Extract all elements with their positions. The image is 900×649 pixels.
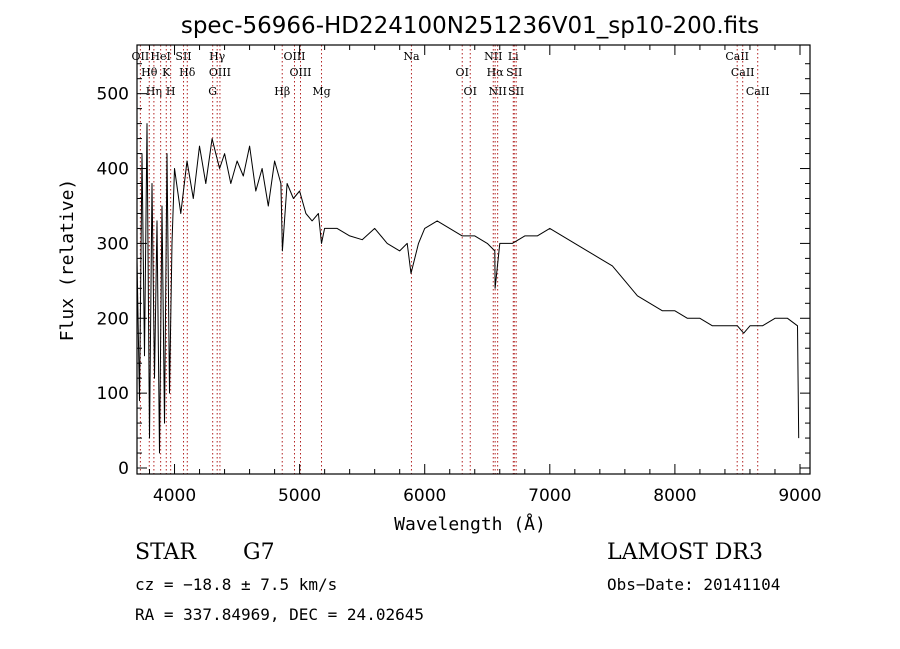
marker-label: Li [508,50,519,63]
marker-label: OIII [209,66,231,79]
x-tick-label: 8000 [653,486,696,506]
marker-label: Hβ [274,85,290,98]
y-tick-label: 400 [97,160,129,180]
marker-label: OI [464,85,477,98]
marker-label: Hθ [141,66,158,79]
x-tick-label: 7000 [528,486,571,506]
plot-frame [136,44,811,475]
x-tick-label: 9000 [778,486,821,506]
marker-label: OII [132,50,150,63]
marker-label: Hη [146,85,162,98]
marker-label: CaII [731,66,755,79]
marker-label: SII [175,50,191,63]
x-tick-label: 6000 [403,486,446,506]
marker-label: OIII [283,50,305,63]
marker-label: K [162,66,171,79]
marker-label: SII [508,85,524,98]
marker-label: SII [506,66,522,79]
marker-label: Mg [312,85,330,98]
y-tick-label: 500 [97,85,129,105]
redshift-text: cz = −18.8 ± 7.5 km/s [135,575,337,594]
marker-label: Hα [487,66,505,79]
axes: 4000 5000 6000 7000 8000 9000 0 100 200 300 400 500 [97,45,822,506]
object-subclass: G7 [243,540,275,565]
y-tick-label: 200 [97,309,129,329]
object-class: STAR [135,540,197,565]
x-axis-label: Wavelength (Å) [394,513,546,535]
y-tick-label: 300 [97,234,129,254]
y-axis-label: Flux (relative) [57,179,78,342]
y-tick-label: 0 [118,459,129,479]
survey-name: LAMOST DR3 [607,540,763,565]
marker-label: HeI [150,50,170,63]
x-tick-label: 4000 [153,486,196,506]
series-layer [136,123,800,454]
spectral-line-markers: OIIHθHηHeIKHSIIHδGHγOIIIHβOIIIOIIIMgNaOI… [132,45,770,474]
series-line-spectrum [136,123,800,454]
marker-label: Hγ [209,50,226,63]
marker-label: OI [456,66,469,79]
obs-date-text: Obs−Date: 20141104 [607,575,780,594]
marker-label: Hδ [179,66,196,79]
marker-label: CaII [746,85,770,98]
marker-label: Na [403,50,420,63]
marker-label: OIII [289,66,311,79]
x-tick-label: 5000 [278,486,321,506]
marker-label: CaII [725,50,749,63]
marker-label: NII [488,85,506,98]
marker-label: H [166,85,176,98]
marker-label: G [208,85,217,98]
marker-label: NII [484,50,502,63]
chart-title: spec-56966-HD224100N251236V01_sp10-200.f… [181,13,759,39]
y-tick-label: 100 [97,384,129,404]
coordinates-text: RA = 337.84969, DEC = 24.02645 [135,605,424,624]
